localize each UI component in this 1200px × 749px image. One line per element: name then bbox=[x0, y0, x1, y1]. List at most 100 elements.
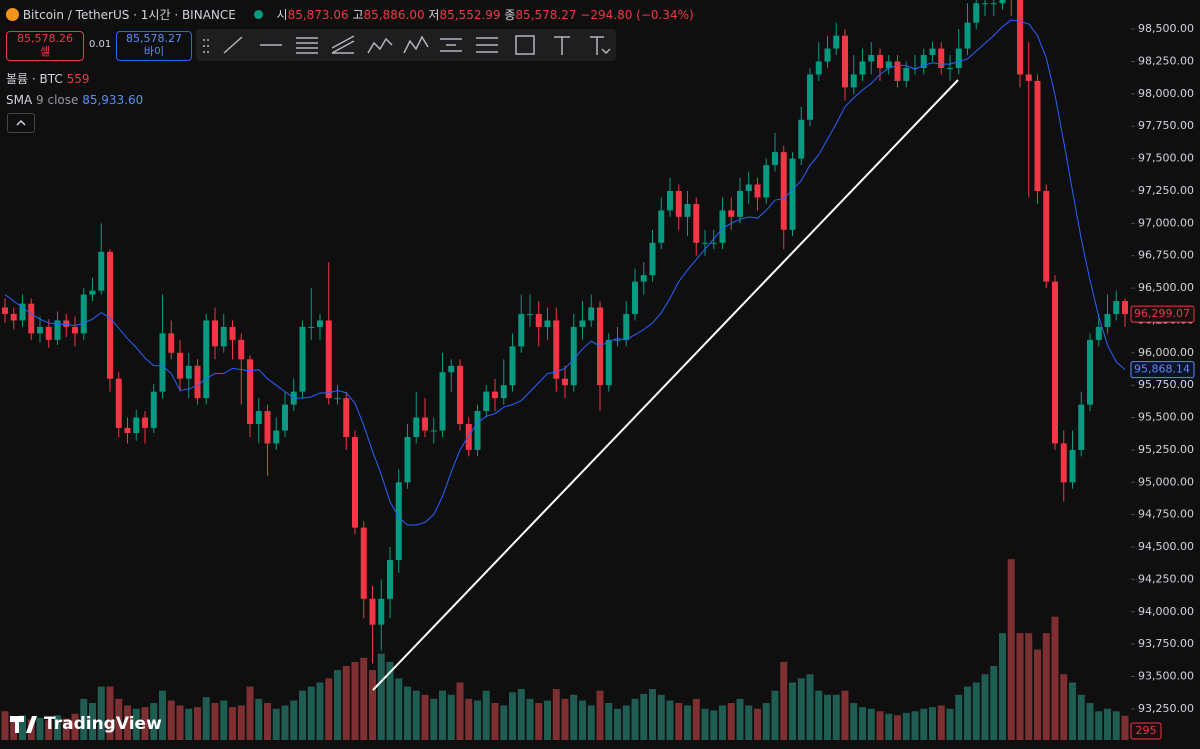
candle-body bbox=[842, 35, 848, 88]
candle-body bbox=[360, 527, 367, 599]
volume-bar bbox=[867, 708, 875, 740]
volume-bar bbox=[1112, 711, 1120, 740]
candle-body bbox=[1025, 74, 1032, 81]
volume-bar bbox=[876, 711, 884, 740]
candle-body bbox=[859, 61, 866, 75]
candle-body bbox=[702, 242, 708, 244]
candle-body bbox=[413, 417, 420, 437]
candle-body bbox=[868, 55, 875, 62]
volume-bar bbox=[1121, 715, 1129, 740]
buy-button[interactable]: 85,578.27 바이 bbox=[116, 31, 192, 61]
tool-pattern[interactable] bbox=[367, 37, 393, 54]
volume-bar bbox=[211, 703, 219, 740]
tool-channel[interactable] bbox=[331, 35, 355, 54]
candle-body bbox=[308, 326, 315, 328]
candle-body bbox=[37, 326, 43, 334]
tool-fib[interactable] bbox=[296, 37, 318, 54]
volume-bar bbox=[552, 689, 560, 740]
volume-bar bbox=[692, 698, 700, 740]
candle-body bbox=[588, 307, 595, 321]
volume-bar bbox=[1095, 711, 1103, 740]
y-tick-label: 94,500.00 bbox=[1138, 540, 1194, 553]
price-axis: 93,250.00 93,500.00 93,750.00 94,000.00 94,2… bbox=[1130, 22, 1195, 740]
symbol-row: Bitcoin / TetherUS · 1시간 · BINANCE 시85,8… bbox=[6, 6, 694, 23]
volume-bar bbox=[684, 705, 691, 740]
volume-bar bbox=[526, 698, 534, 740]
volume-bar bbox=[1034, 649, 1041, 740]
candle-body bbox=[133, 417, 140, 434]
candle-body bbox=[562, 378, 568, 386]
logo-icon bbox=[10, 716, 37, 733]
volume-bar bbox=[1069, 682, 1076, 740]
candle-body bbox=[273, 430, 280, 444]
candle-body bbox=[317, 320, 323, 327]
candle-body bbox=[430, 430, 437, 432]
candle-body bbox=[194, 365, 201, 399]
candle-body bbox=[824, 48, 831, 62]
candle-body bbox=[579, 320, 586, 327]
y-tick-label: 97,000.00 bbox=[1138, 216, 1194, 229]
high-value: 85,886.00 bbox=[363, 8, 425, 22]
tool-note[interactable] bbox=[590, 36, 611, 55]
tool-rect[interactable] bbox=[515, 35, 535, 55]
volume-bar bbox=[447, 694, 455, 740]
collapse-button[interactable] bbox=[7, 113, 35, 133]
volume-bar bbox=[850, 703, 858, 740]
volume-bar bbox=[1025, 633, 1033, 740]
tool-line[interactable] bbox=[223, 36, 243, 54]
volume-bar bbox=[124, 705, 131, 740]
candle-body bbox=[982, 3, 988, 5]
candle-body bbox=[772, 152, 778, 166]
tool-text[interactable] bbox=[554, 36, 570, 55]
volume-bar bbox=[727, 703, 735, 740]
volume-bar bbox=[10, 716, 18, 740]
y-tick-label: 98,250.00 bbox=[1138, 54, 1194, 67]
grip[interactable] bbox=[203, 39, 209, 53]
tool-measure[interactable] bbox=[476, 37, 498, 53]
candle-body bbox=[964, 22, 971, 49]
candle-body bbox=[894, 61, 901, 81]
candle-body bbox=[955, 48, 962, 68]
volume-bar bbox=[815, 690, 823, 740]
candle-body bbox=[535, 313, 542, 327]
tool-range[interactable] bbox=[440, 38, 462, 52]
candle-body bbox=[229, 326, 236, 340]
volume-bar bbox=[614, 708, 621, 740]
volume-bar bbox=[789, 682, 796, 740]
volume-bar bbox=[955, 694, 963, 740]
candle-body bbox=[929, 48, 936, 56]
tool-elliott[interactable] bbox=[403, 35, 429, 54]
volume-bar bbox=[281, 705, 289, 740]
trend-line[interactable] bbox=[372, 79, 959, 691]
volume-bar bbox=[141, 707, 149, 740]
y-tick-label: 94,000.00 bbox=[1138, 605, 1194, 618]
y-tick-label: 98,500.00 bbox=[1138, 22, 1194, 35]
buy-price: 85,578.27 bbox=[126, 32, 182, 45]
volume-bar bbox=[264, 703, 271, 740]
candle-body bbox=[439, 372, 446, 431]
y-tick-label: 96,750.00 bbox=[1138, 249, 1194, 262]
candle-body bbox=[2, 307, 8, 314]
volume-bar bbox=[719, 705, 726, 740]
volume-bar bbox=[386, 661, 394, 740]
sma-last-label: 95,868.14 bbox=[1134, 363, 1190, 376]
sell-button[interactable]: 85,578.26 셀 bbox=[6, 31, 84, 61]
toolbar-bg bbox=[196, 29, 616, 61]
volume-bar bbox=[150, 703, 158, 740]
candle-body bbox=[693, 203, 700, 243]
candle-body bbox=[80, 294, 87, 334]
volume-bar bbox=[972, 682, 980, 740]
y-tick-label: 94,750.00 bbox=[1138, 508, 1194, 521]
candle-body bbox=[527, 313, 533, 315]
candle-body bbox=[1069, 449, 1076, 483]
volume-bar bbox=[132, 708, 140, 740]
candle-body bbox=[325, 320, 332, 399]
y-tick-label: 97,500.00 bbox=[1138, 152, 1194, 165]
y-tick-label: 95,750.00 bbox=[1138, 378, 1194, 391]
y-tick-label: 97,750.00 bbox=[1138, 119, 1194, 132]
candle-body bbox=[789, 158, 796, 230]
volume-bar bbox=[272, 708, 280, 740]
y-tick-label: 96,500.00 bbox=[1138, 281, 1194, 294]
candle-body bbox=[544, 320, 551, 327]
